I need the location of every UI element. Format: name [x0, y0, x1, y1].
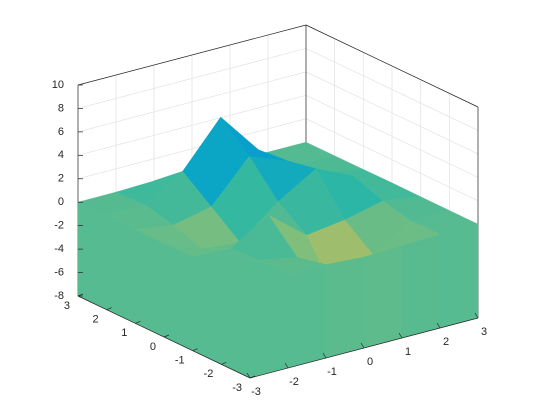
y-tick	[249, 375, 256, 379]
axis-box	[305, 24, 479, 108]
z-tick-label: 2	[58, 173, 64, 185]
x-tick-label: -2	[289, 376, 299, 388]
curtain	[439, 223, 479, 329]
curtain	[77, 201, 107, 310]
y-tick-label: 2	[93, 314, 99, 326]
z-tick-label: -8	[54, 290, 64, 302]
y-tick	[221, 362, 227, 365]
curtain	[221, 270, 251, 379]
y-tick-label: 0	[150, 341, 156, 353]
curtain	[363, 245, 403, 349]
curtain	[106, 215, 136, 324]
curtain	[325, 256, 365, 359]
z-tick-label: 0	[58, 196, 64, 208]
z-tick-label: 6	[58, 126, 64, 138]
curtain	[135, 229, 165, 338]
x-tick-label: 1	[405, 346, 411, 358]
x-tick-label: 3	[481, 326, 487, 338]
y-tick	[192, 348, 198, 351]
x-tick	[360, 342, 365, 349]
curtain	[287, 264, 327, 369]
z-tick-label: 4	[58, 149, 64, 161]
curtain	[192, 256, 222, 365]
y-tick-label: 3	[64, 300, 70, 312]
x-tick	[436, 322, 441, 329]
curtain	[163, 243, 193, 351]
x-tick-label: 0	[367, 356, 373, 368]
z-tick-label: -4	[54, 243, 64, 255]
x-tick	[322, 352, 327, 359]
y-tick	[163, 334, 170, 338]
z-tick-label: -2	[54, 220, 64, 232]
x-tick	[284, 362, 289, 369]
axis-box	[77, 24, 307, 86]
y-tick-label: 1	[121, 327, 127, 339]
y-tick	[106, 307, 112, 310]
x-tick	[474, 312, 479, 319]
curtain	[401, 234, 441, 339]
x-tick-label: -3	[251, 386, 261, 398]
x-tick-label: -1	[327, 366, 337, 378]
y-tick-label: -3	[232, 382, 242, 394]
z-tick-label: 10	[52, 79, 64, 91]
y-tick-label: -1	[175, 355, 185, 367]
curtain	[249, 273, 289, 379]
z-tick-label: 8	[58, 102, 64, 114]
y-tick	[77, 293, 84, 297]
y-tick	[135, 321, 141, 324]
z-tick-label: -6	[54, 266, 64, 278]
x-tick-label: 2	[443, 336, 449, 348]
x-tick	[398, 332, 403, 339]
y-tick-label: -2	[204, 368, 214, 380]
x-tick	[246, 372, 251, 379]
